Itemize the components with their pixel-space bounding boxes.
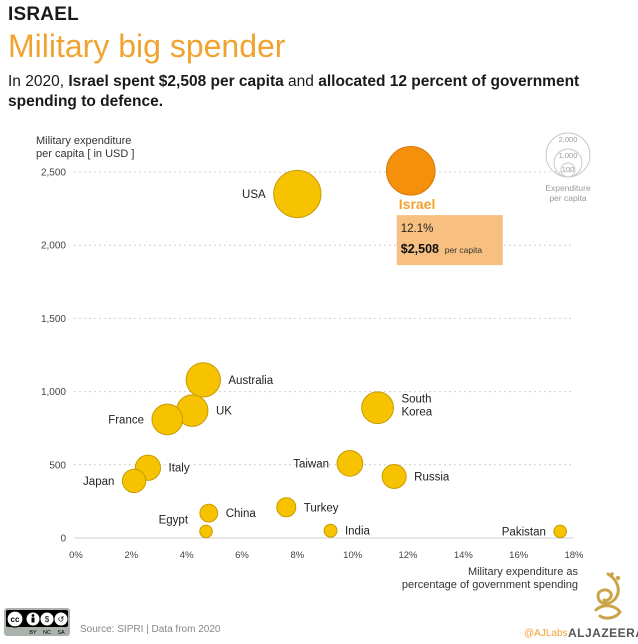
bubble-france	[151, 403, 184, 436]
x-axis-title-line-1: percentage of government spending	[402, 579, 578, 591]
label-pakistan: Pakistan	[502, 526, 546, 538]
callout-value: $2,508	[401, 242, 439, 256]
x-tick-label-6: 12%	[398, 550, 418, 561]
footer: cc $ ↺ BY NC SA Source: SIPRI | Data fro…	[0, 572, 638, 644]
bubble-india	[323, 523, 338, 538]
subtitle: In 2020, Israel spent $2,508 per capita …	[8, 72, 608, 112]
size-legend-value-2: 100	[562, 165, 575, 174]
brand-name: ALJAZEERA	[568, 626, 638, 640]
size-legend-circle-2	[560, 162, 576, 178]
cc-sa-label: SA	[57, 630, 65, 636]
subtitle-part-3: allocated 12 percent of government spend…	[8, 73, 580, 110]
label-taiwan: Taiwan	[293, 458, 329, 470]
x-tick-label-3: 6%	[235, 550, 249, 561]
size-legend-value-1: 1,000	[559, 151, 578, 160]
callout-box	[396, 215, 503, 266]
label-australia: Australia	[228, 375, 273, 387]
y-tick-label-2: 1,000	[41, 387, 66, 398]
svg-text:↺: ↺	[58, 615, 65, 624]
label-china: China	[226, 508, 257, 520]
y-axis-title-line-1: per capita [ in USD ]	[36, 148, 134, 160]
bubble-china	[199, 503, 219, 523]
size-legend-value-0: 2,000	[559, 135, 578, 144]
subtitle-part-0: In 2020,	[8, 73, 69, 90]
bubble-israel	[385, 146, 436, 196]
y-tick-label-0: 0	[60, 534, 66, 545]
label-japan: Japan	[83, 476, 114, 488]
callout-unit: per capita	[445, 245, 483, 255]
svg-text:cc: cc	[11, 615, 20, 624]
bubble-usa	[273, 169, 322, 219]
bubble-australia	[185, 362, 221, 398]
subtitle-part-2: and	[283, 73, 319, 90]
bubble-taiwan	[336, 449, 364, 477]
label-israel: Israel	[399, 196, 436, 212]
y-tick-label-1: 500	[49, 460, 66, 471]
size-legend-caption-0: Expenditure	[545, 183, 591, 193]
label-italy: Italy	[169, 463, 190, 475]
source-note: Source: SIPRI | Data from 2020	[80, 624, 221, 635]
cc-by-label: BY	[29, 630, 37, 636]
aljazeera-logo-icon	[594, 572, 622, 620]
label-usa: USA	[242, 189, 266, 201]
creative-commons-badge: cc $ ↺ BY NC SA	[4, 608, 70, 636]
size-legend-caption-1: per capita	[549, 193, 587, 203]
bubble-egypt	[199, 524, 213, 539]
ajlabs-credit: @AJLabs	[524, 628, 568, 639]
label-south-korea-line-0: South	[401, 394, 431, 406]
y-tick-label-4: 2,000	[41, 241, 66, 252]
label-south-korea-line-1: Korea	[401, 407, 432, 419]
label-france: France	[108, 414, 144, 426]
x-tick-label-7: 14%	[454, 550, 474, 561]
x-tick-label-8: 16%	[509, 550, 529, 561]
x-tick-label-1: 2%	[124, 550, 138, 561]
x-tick-label-9: 18%	[564, 550, 584, 561]
y-tick-label-3: 1,500	[41, 314, 66, 325]
label-egypt: Egypt	[159, 514, 189, 526]
label-uk: UK	[216, 406, 232, 418]
bubble-russia	[381, 464, 407, 490]
bubble-south-korea	[361, 391, 394, 425]
bubble-turkey	[276, 497, 297, 518]
callout-percent: 12.1%	[401, 223, 434, 235]
label-india: India	[345, 526, 371, 538]
svg-text:$: $	[45, 615, 50, 624]
x-axis-title-line-0: Military expenditure as	[468, 566, 579, 578]
x-tick-label-0: 0%	[69, 550, 83, 561]
x-tick-label-5: 10%	[343, 550, 363, 561]
scatter-chart: 0 500 1,000 1,500 2,000 2,500 0% 2% 4% 6% 8% 10% 12%…	[36, 132, 591, 591]
x-tick-label-2: 4%	[180, 550, 194, 561]
bubble-pakistan	[553, 524, 567, 539]
y-axis-title-line-0: Military expenditure	[36, 135, 131, 147]
label-turkey: Turkey	[304, 502, 339, 514]
y-tick-label-5: 2,500	[41, 168, 66, 179]
subtitle-part-1: Israel spent $2,508 per capita	[68, 73, 284, 90]
cc-nc-label: NC	[43, 630, 51, 636]
label-russia: Russia	[414, 472, 450, 484]
headline: Military big spender	[8, 28, 286, 64]
x-tick-label-4: 8%	[290, 550, 304, 561]
bubble-japan	[121, 468, 147, 494]
kicker-title: ISRAEL	[8, 4, 79, 25]
